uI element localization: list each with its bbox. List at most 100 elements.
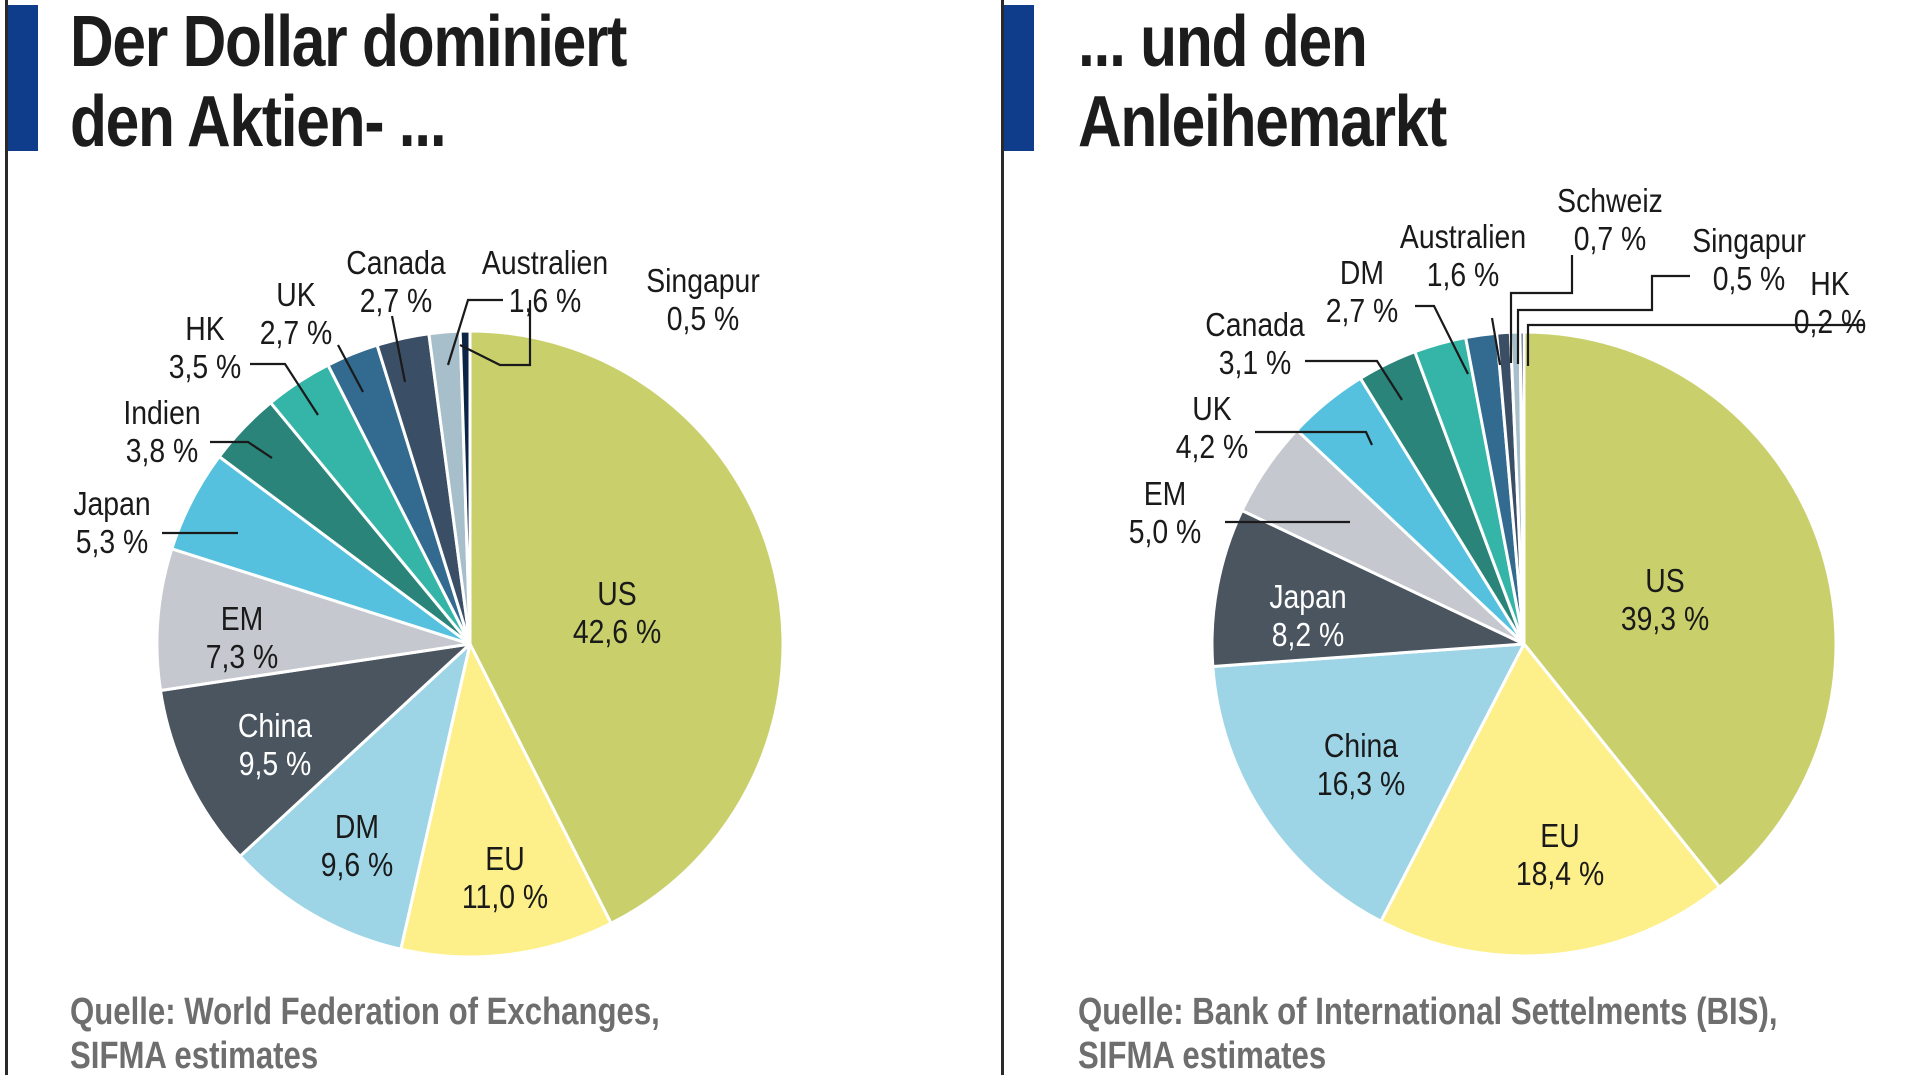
leader-uk-left — [337, 344, 364, 393]
leader-hk-right — [1526, 323, 1865, 366]
label-value: 8,2 % — [1271, 616, 1345, 653]
label-value: 0,5 % — [666, 300, 740, 337]
label-hk-right: HK 0,2 % — [1794, 265, 1867, 341]
label-name: Japan — [1269, 578, 1347, 615]
pie-slice-hk — [1518, 330, 1526, 646]
label-name: DM — [1339, 254, 1385, 291]
label-eu-right: EU 18,4 % — [1516, 817, 1604, 893]
label-name: China — [237, 707, 313, 744]
label-name: HK — [185, 310, 225, 347]
label-name: Japan — [73, 485, 151, 522]
label-value: 0,2 % — [1793, 303, 1867, 340]
leader-indien-left — [210, 440, 273, 459]
left-source-line-2: SIFMA estimates — [70, 1035, 319, 1077]
right-pie-chart — [1210, 330, 1838, 958]
label-name: Indien — [123, 394, 201, 431]
label-singapur-left: Singapur 0,5 % — [646, 262, 760, 338]
right-chart-title: ... und den Anleihemarkt — [1078, 2, 1447, 162]
label-value: 9,5 % — [238, 745, 312, 782]
label-value: 16,3 % — [1316, 765, 1406, 802]
right-source-line-2: SIFMA estimates — [1078, 1035, 1327, 1077]
label-em-right: EM 5,0 % — [1129, 475, 1202, 551]
label-schweiz-right: Schweiz 0,7 % — [1557, 182, 1663, 258]
label-value: 18,4 % — [1515, 855, 1605, 892]
label-name: EU — [485, 840, 525, 877]
leader-singapur-left — [459, 300, 532, 367]
left-title-line-1: Der Dollar dominiert — [70, 2, 627, 82]
label-us-right: US 39,3 % — [1621, 562, 1709, 638]
label-name: Canada — [346, 244, 446, 281]
label-em-left: EM 7,3 % — [206, 600, 279, 676]
label-hk-left: HK 3,5 % — [169, 310, 242, 386]
label-value: 39,3 % — [1620, 600, 1710, 637]
label-value: 2,7 % — [1325, 292, 1399, 329]
label-indien-left: Indien 3,8 % — [123, 394, 200, 470]
right-chart-source: Quelle: Bank of International Settelment… — [1078, 990, 1777, 1078]
label-name: US — [597, 575, 637, 612]
leader-canada-left — [390, 315, 407, 383]
label-uk-left: UK 2,7 % — [260, 276, 333, 352]
label-canada-right: Canada 3,1 % — [1205, 306, 1304, 382]
left-panel-border — [5, 0, 8, 1075]
label-name: HK — [1810, 265, 1850, 302]
label-name: UK — [1192, 390, 1232, 427]
label-value: 5,0 % — [1128, 513, 1202, 550]
leader-schweiz-right — [1509, 255, 1574, 363]
label-value: 0,7 % — [1573, 220, 1647, 257]
leader-australien-left — [446, 298, 503, 366]
label-name: Australien — [1399, 218, 1527, 255]
pie-slice-china — [1211, 642, 1526, 923]
right-title-line-1: ... und den — [1078, 2, 1368, 82]
label-name: DM — [334, 808, 380, 845]
pie-slice-japan — [1210, 509, 1526, 668]
label-china-left: China 9,5 % — [238, 707, 312, 783]
label-name: Australien — [481, 244, 609, 281]
pie-slice-us — [468, 329, 785, 925]
label-value: 3,8 % — [125, 432, 199, 469]
label-name: EU — [1540, 817, 1580, 854]
label-value: 1,6 % — [508, 282, 582, 319]
pie-slice-china — [158, 642, 472, 858]
label-value: 2,7 % — [359, 282, 433, 319]
label-value: 9,6 % — [320, 846, 394, 883]
pie-slice-em — [155, 547, 472, 692]
label-eu-left: EU 11,0 % — [462, 840, 548, 916]
left-source-line-1: Quelle: World Federation of Exchanges, — [70, 991, 660, 1033]
left-title-accent-bar — [8, 5, 38, 151]
pie-slice-eu — [1379, 642, 1722, 958]
label-value: 3,1 % — [1218, 344, 1292, 381]
label-uk-right: UK 4,2 % — [1176, 390, 1249, 466]
label-name: Singapur — [646, 262, 760, 299]
label-singapur-right: Singapur 0,5 % — [1692, 222, 1806, 298]
left-chart-source: Quelle: World Federation of Exchanges, S… — [70, 990, 660, 1078]
leader-hk-left — [250, 362, 319, 416]
divider-line — [1001, 0, 1004, 1075]
label-value: 3,5 % — [168, 348, 242, 385]
leader-dm-right — [1415, 304, 1469, 375]
right-title-accent-bar — [1004, 5, 1034, 151]
pie-slice-dm — [238, 642, 472, 951]
label-canada-left: Canada 2,7 % — [346, 244, 445, 320]
right-title-line-2: Anleihemarkt — [1078, 82, 1447, 162]
label-china-right: China 16,3 % — [1317, 727, 1405, 803]
label-name: Canada — [1205, 306, 1305, 343]
label-dm-left: DM 9,6 % — [321, 808, 394, 884]
right-source-line-1: Quelle: Bank of International Settelment… — [1078, 991, 1778, 1033]
label-name: Singapur — [1692, 222, 1806, 259]
label-value: 2,7 % — [259, 314, 333, 351]
label-dm-right: DM 2,7 % — [1326, 254, 1399, 330]
label-name: EM — [1143, 475, 1187, 512]
leader-canada-right — [1305, 359, 1403, 401]
label-us-left: US 42,6 % — [573, 575, 661, 651]
label-value: 11,0 % — [461, 878, 549, 915]
label-value: 7,3 % — [205, 638, 279, 675]
label-australien-right: Australien 1,6 % — [1400, 218, 1526, 294]
leader-singapur-right — [1516, 274, 1690, 364]
leader-australien-right — [1490, 317, 1502, 366]
leader-lines — [162, 255, 1865, 535]
label-value: 1,6 % — [1426, 256, 1500, 293]
left-chart-title: Der Dollar dominiert den Aktien- ... — [70, 2, 627, 162]
left-title-line-2: den Aktien- ... — [70, 82, 447, 162]
label-japan-left: Japan 5,3 % — [73, 485, 150, 561]
